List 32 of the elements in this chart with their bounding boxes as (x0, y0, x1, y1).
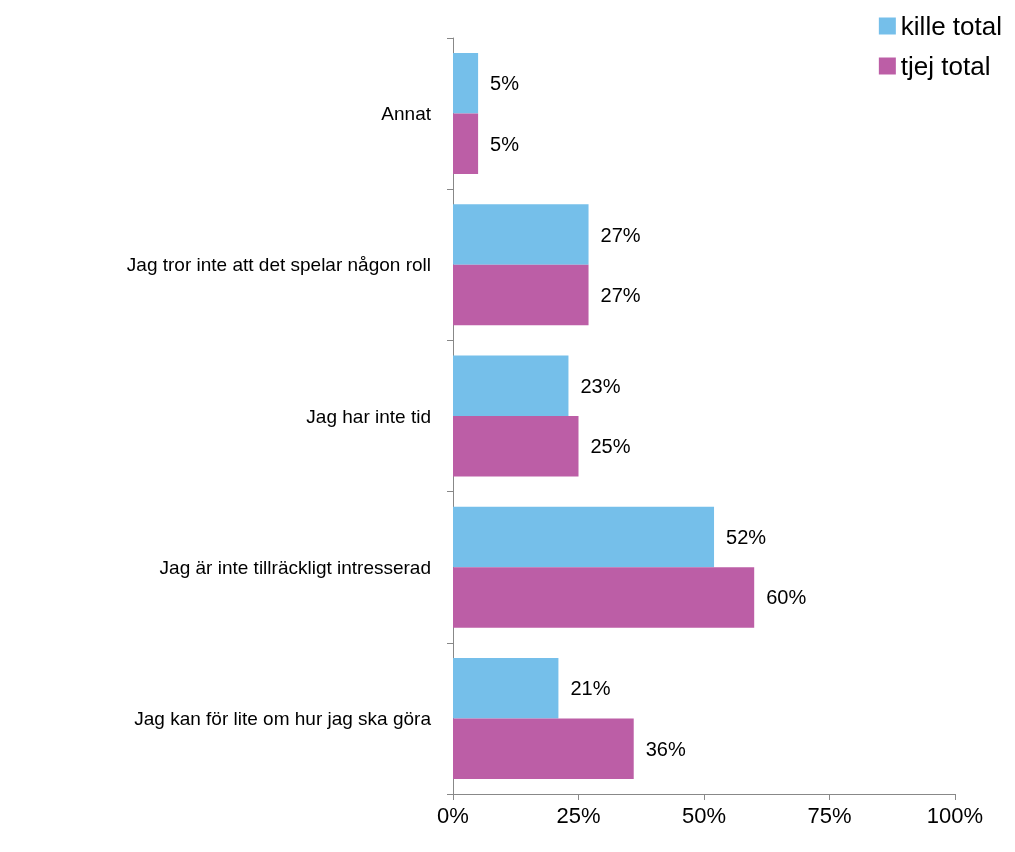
data-label: 27% (600, 223, 641, 246)
y-tick-label: Jag tror inte att det spelar någon roll (126, 254, 431, 276)
x-tick-label: 75% (807, 802, 852, 828)
bar (453, 53, 479, 114)
data-label: 5% (490, 72, 520, 95)
data-label: 60% (766, 586, 807, 609)
bar (453, 657, 559, 719)
data-label: 36% (645, 737, 686, 760)
bar (453, 355, 569, 416)
bar (453, 506, 715, 568)
x-tick-label: 0% (437, 802, 469, 828)
x-tick-label: 25% (556, 802, 601, 828)
data-label: 27% (600, 284, 641, 307)
x-tick-label: 50% (681, 802, 727, 828)
legend-label: tjej total (900, 51, 991, 81)
bar (453, 567, 755, 628)
bar (453, 718, 634, 779)
x-tick-label: 100% (926, 802, 984, 828)
data-label: 21% (570, 677, 611, 700)
y-tick-label: Annat (381, 103, 432, 125)
y-tick-label: Jag har inte tid (306, 405, 431, 427)
bar (453, 416, 579, 477)
bar (453, 113, 479, 175)
data-label: 23% (580, 374, 621, 397)
y-tick-label: Jag är inte tillräckligt intresserad (159, 556, 431, 578)
y-tick-label: Jag kan för lite om hur jag ska göra (134, 707, 432, 729)
data-label: 5% (490, 132, 520, 155)
bar (453, 204, 589, 265)
bar (453, 264, 589, 326)
data-label: 52% (726, 525, 767, 548)
data-label: 25% (590, 435, 631, 458)
legend-label: kille total (900, 11, 1002, 41)
